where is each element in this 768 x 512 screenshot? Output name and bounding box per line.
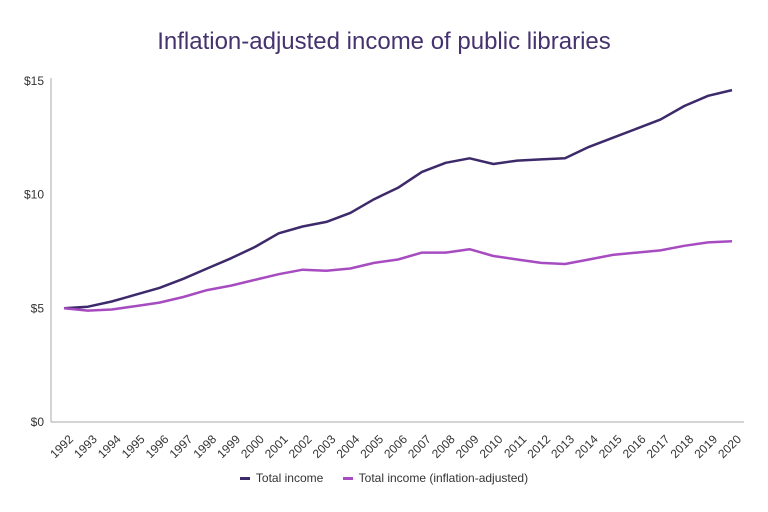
x-tick-label: 2007: [405, 432, 434, 461]
x-tick-label: 2014: [572, 432, 601, 461]
x-tick-label: 2017: [644, 432, 673, 461]
x-tick-label: 2008: [429, 432, 458, 461]
x-tick-label: 2005: [357, 432, 386, 461]
x-tick-label: 2013: [548, 432, 577, 461]
x-tick-label: 1999: [214, 432, 243, 461]
x-tick-label: 1997: [167, 432, 196, 461]
legend-item-inflation-adjusted[interactable]: Total income (inflation-adjusted): [342, 471, 529, 485]
x-tick-label: 1993: [71, 432, 100, 461]
legend-item-total-income[interactable]: Total income: [239, 471, 324, 485]
y-tick-label: $10: [24, 188, 44, 202]
legend: Total income Total income (inflation-adj…: [0, 471, 768, 485]
legend-swatch: [342, 477, 353, 481]
x-tick-label: 2002: [286, 432, 315, 461]
x-tick-label: 2019: [691, 432, 720, 461]
x-tick-label: 2012: [524, 432, 553, 461]
legend-label: Total income (inflation-adjusted): [358, 471, 529, 485]
x-tick-label: 1992: [47, 432, 76, 461]
x-tick-label: 1996: [143, 432, 172, 461]
y-tick-label: $15: [24, 74, 44, 88]
y-tick-label: $5: [31, 301, 45, 315]
x-tick-label: 2015: [596, 432, 625, 461]
x-tick-label: 1995: [119, 432, 148, 461]
y-tick-label: $0: [31, 415, 45, 429]
x-tick-label: 2011: [501, 432, 529, 460]
x-tick-label: 2006: [381, 432, 410, 461]
x-tick-label: 2020: [715, 432, 744, 461]
x-tick-label: 2010: [477, 432, 506, 461]
x-tick-label: 2018: [668, 432, 697, 461]
x-tick-label: 1994: [95, 432, 124, 461]
chart-title: Inflation-adjusted income of public libr…: [157, 28, 611, 55]
legend-label: Total income: [255, 471, 324, 485]
series-line-total-income: [63, 88, 733, 310]
x-tick-label: 2000: [238, 432, 267, 461]
x-tick-label: 1998: [190, 432, 219, 461]
series-line-inflation-adjusted: [63, 240, 733, 312]
legend-swatch: [239, 477, 250, 481]
x-tick-label: 2016: [620, 432, 649, 461]
x-tick-label: 2009: [453, 432, 482, 461]
x-tick-label: 2001: [262, 432, 291, 461]
x-tick-label: 2004: [334, 432, 363, 461]
x-tick-label: 2003: [310, 432, 339, 461]
